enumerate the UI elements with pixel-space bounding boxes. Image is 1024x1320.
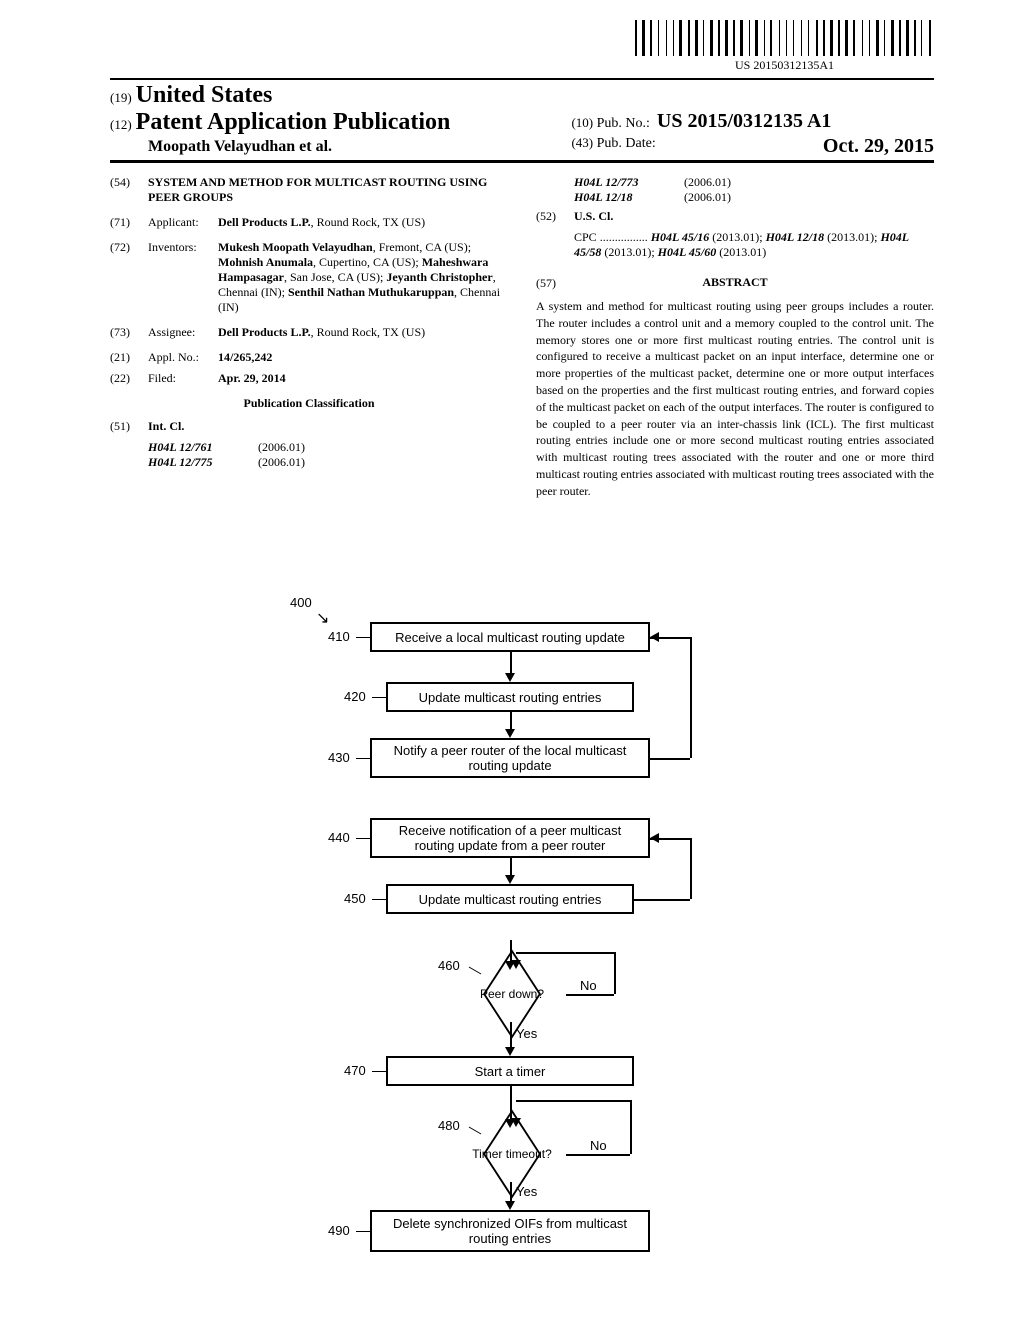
fc-box-label-420: 420 [344, 689, 366, 704]
left-column: (54) SYSTEM AND METHOD FOR MULTICAST ROU… [110, 175, 508, 500]
assignee-label: Assignee: [148, 325, 218, 340]
intcl-code: H04L 12/773 [574, 175, 684, 190]
uscl-label: U.S. Cl. [574, 209, 613, 224]
fc-id-arrow: ↘ [316, 608, 329, 628]
fc-box-label-410: 410 [328, 629, 350, 644]
fc-diamond-480: Timer timeout? [460, 1126, 564, 1182]
pubno-prefix: (10) [571, 115, 593, 130]
fc-edge-label: No [590, 1138, 607, 1153]
field-code-57: (57) [536, 276, 574, 291]
abstract-heading: ABSTRACT [536, 275, 934, 290]
intcl-ver: (2006.01) [258, 440, 338, 455]
intcl-label: Int. Cl. [148, 419, 184, 434]
fc-box-450: Update multicast routing entries [386, 884, 634, 914]
fc-box-440: Receive notification of a peer multicast… [370, 818, 650, 858]
top-rule [110, 78, 934, 80]
filed-value: Apr. 29, 2014 [218, 371, 508, 386]
field-code-71: (71) [110, 215, 148, 230]
body-columns: (54) SYSTEM AND METHOD FOR MULTICAST ROU… [110, 175, 934, 500]
fc-edge-label: Yes [516, 1026, 537, 1041]
field-code-51: (51) [110, 419, 148, 434]
pubdate-prefix: (43) [571, 135, 593, 150]
fc-box-470: Start a timer [386, 1056, 634, 1086]
pubno-value: US 2015/0312135 A1 [657, 110, 831, 132]
fc-box-420: Update multicast routing entries [386, 682, 634, 712]
intcl-code: H04L 12/761 [148, 440, 258, 455]
fc-box-label-430: 430 [328, 750, 350, 765]
fc-edge-label: No [580, 978, 597, 993]
pubdate-label: Pub. Date: [597, 136, 656, 151]
intcl-list-cont: H04L 12/773(2006.01) H04L 12/18(2006.01) [574, 175, 934, 205]
pub-class-heading: Publication Classification [110, 396, 508, 411]
mid-rule [110, 160, 934, 163]
intcl-code: H04L 12/775 [148, 455, 258, 470]
country-prefix: (19) [110, 90, 132, 105]
filed-label: Filed: [148, 371, 218, 386]
pubdate-value: Oct. 29, 2015 [823, 135, 934, 158]
flowchart: 400 ↘ Receive a local multicast routing … [0, 590, 1024, 1310]
intcl-ver: (2006.01) [684, 175, 764, 190]
right-column: H04L 12/773(2006.01) H04L 12/18(2006.01)… [536, 175, 934, 500]
barcode-bars [635, 20, 934, 56]
intcl-list: H04L 12/761(2006.01) H04L 12/775(2006.01… [148, 440, 508, 470]
inventors-value: Mukesh Moopath Velayudhan, Fremont, CA (… [218, 240, 508, 315]
inventors-label: Inventors: [148, 240, 218, 315]
fc-diamond-label-460: 460 [438, 958, 460, 973]
barcode-block: US 20150312135A1 [635, 20, 934, 73]
abstract-text: A system and method for multicast routin… [536, 298, 934, 500]
fc-box-430: Notify a peer router of the local multic… [370, 738, 650, 778]
applno-value: 14/265,242 [218, 350, 508, 365]
header-left: (19) United States (12) Patent Applicati… [110, 82, 563, 156]
pubno-label: Pub. No.: [597, 116, 650, 131]
applno-label: Appl. No.: [148, 350, 218, 365]
fc-diamond-label-480: 480 [438, 1118, 460, 1133]
applicant-value: Dell Products L.P., Round Rock, TX (US) [218, 215, 508, 230]
fc-box-label-470: 470 [344, 1063, 366, 1078]
fc-box-410: Receive a local multicast routing update [370, 622, 650, 652]
intcl-code: H04L 12/18 [574, 190, 684, 205]
fc-edge-label: Yes [516, 1184, 537, 1199]
field-code-54: (54) [110, 175, 148, 205]
pub-type: Patent Application Publication [136, 109, 451, 135]
intcl-ver: (2006.01) [258, 455, 338, 470]
pub-prefix: (12) [110, 117, 132, 132]
authors-line: Moopath Velayudhan et al. [110, 138, 563, 156]
field-code-22: (22) [110, 371, 148, 386]
fc-id-label: 400 [290, 595, 312, 610]
invention-title: SYSTEM AND METHOD FOR MULTICAST ROUTING … [148, 175, 508, 205]
field-code-21: (21) [110, 350, 148, 365]
fc-box-label-490: 490 [328, 1223, 350, 1238]
intcl-ver: (2006.01) [684, 190, 764, 205]
country-name: United States [136, 82, 273, 108]
field-code-52: (52) [536, 209, 574, 224]
fc-box-label-450: 450 [344, 891, 366, 906]
fc-box-label-440: 440 [328, 830, 350, 845]
applicant-label: Applicant: [148, 215, 218, 230]
header-right: (10) Pub. No.: US 2015/0312135 A1 (43) P… [571, 82, 934, 158]
assignee-value: Dell Products L.P., Round Rock, TX (US) [218, 325, 508, 340]
header-block: (19) United States (12) Patent Applicati… [110, 82, 934, 158]
field-code-72: (72) [110, 240, 148, 315]
fc-box-490: Delete synchronized OIFs from multicast … [370, 1210, 650, 1252]
field-code-73: (73) [110, 325, 148, 340]
fc-diamond-460: Peer down? [460, 966, 564, 1022]
barcode-number: US 20150312135A1 [635, 58, 934, 73]
cpc-label: CPC [574, 230, 597, 244]
cpc-line: CPC ................ H04L 45/16 (2013.01… [574, 230, 934, 260]
